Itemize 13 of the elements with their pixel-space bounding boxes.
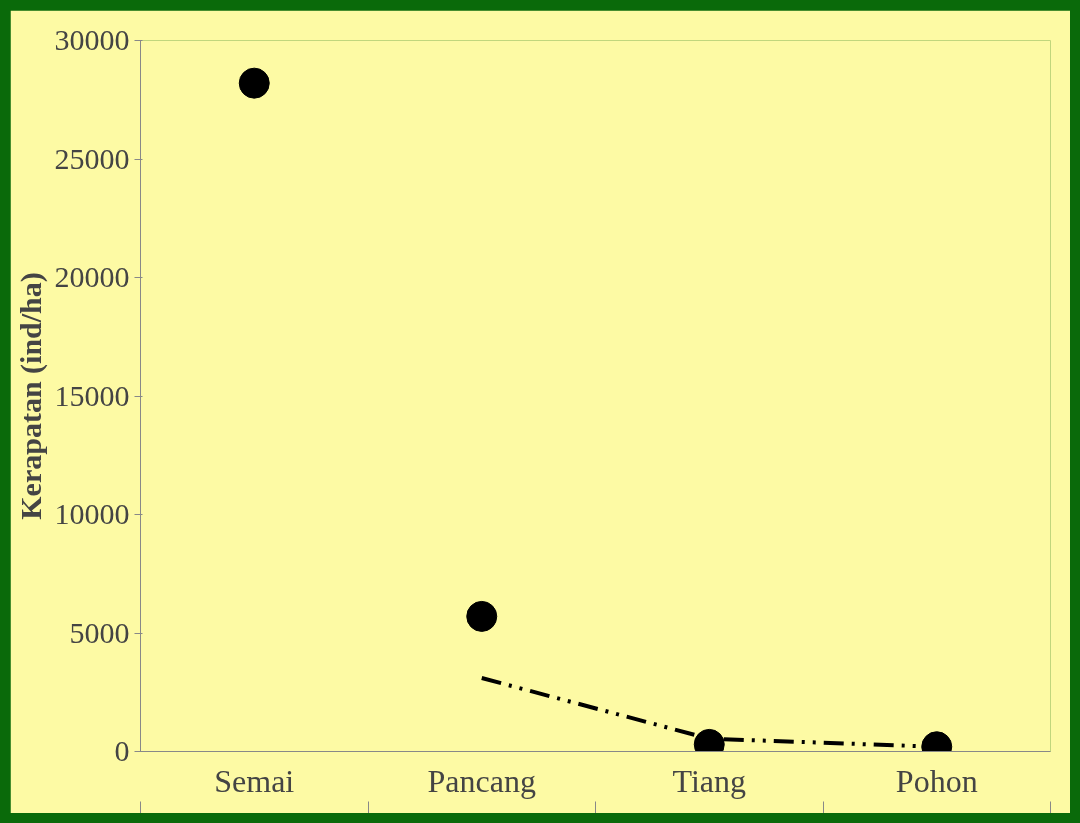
y-tick-label: 0 [114,734,130,767]
x-tick-label: Pancang [427,762,536,799]
x-tick-label: Pohon [895,762,978,799]
point [238,67,270,99]
y-axis-title: Kerapatan (ind/ha) [13,272,48,520]
y-tick-label: 30000 [54,23,130,56]
y-tick-label: 20000 [54,260,130,293]
y-tick-label: 10000 [54,497,130,530]
y-tick-label: 25000 [54,141,130,175]
x-tick-label: Tiang [672,762,747,799]
y-tick-label: 15000 [54,378,130,412]
x-tick-label: Semai [214,762,295,799]
y-tick-label: 5000 [69,615,130,649]
